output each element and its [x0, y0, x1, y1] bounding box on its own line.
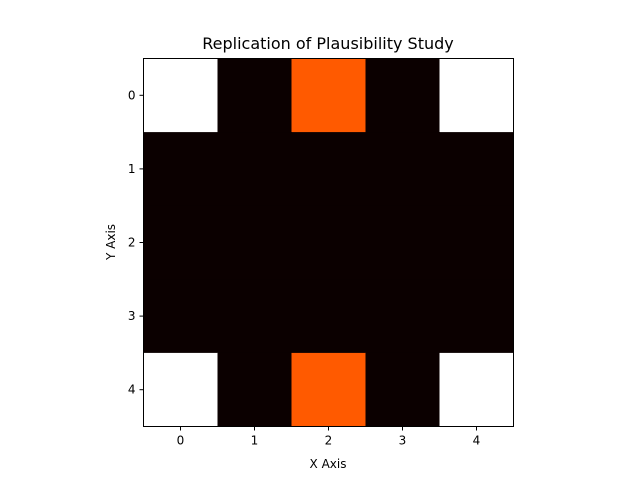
x-axis-label: X Axis — [310, 457, 347, 471]
heatmap-cell-r0-c1 — [217, 58, 292, 133]
x-axis-ticks: 0 1 2 3 4 — [177, 426, 481, 448]
heatmap-cell-r3-c1 — [217, 279, 292, 354]
heatmap-cell-r0-c3 — [365, 58, 440, 133]
chart-title: Replication of Plausibility Study — [202, 34, 453, 53]
heatmap-cell-r2-c4 — [439, 205, 514, 280]
x-tick-label: 4 — [473, 434, 481, 448]
heatmap-cell-r1-c3 — [365, 132, 440, 207]
heatmap-cell-r2-c3 — [365, 205, 440, 280]
heatmap-cell-r4-c0 — [143, 352, 218, 427]
y-tick-label: 3 — [128, 309, 136, 323]
heatmap-cell-r4-c3 — [365, 352, 440, 427]
heatmap-cell-r0-c0 — [143, 58, 218, 133]
heatmap-cells — [143, 58, 514, 427]
heatmap-cell-r0-c2 — [291, 58, 366, 133]
heatmap-cell-r3-c2 — [291, 279, 366, 354]
heatmap-cell-r1-c1 — [217, 132, 292, 207]
x-tick-label: 2 — [325, 434, 333, 448]
heatmap-cell-r4-c4 — [439, 352, 514, 427]
heatmap-cell-r3-c4 — [439, 279, 514, 354]
y-tick-label: 4 — [128, 383, 136, 397]
y-axis-ticks: 0 1 2 3 4 — [128, 88, 144, 397]
y-axis-label: Y Axis — [104, 224, 118, 261]
heatmap-cell-r1-c4 — [439, 132, 514, 207]
heatmap-cell-r2-c0 — [143, 205, 218, 280]
heatmap-cell-r3-c0 — [143, 279, 218, 354]
heatmap-cell-r2-c1 — [217, 205, 292, 280]
heatmap-cell-r1-c2 — [291, 132, 366, 207]
x-tick-label: 3 — [399, 434, 407, 448]
x-tick-label: 1 — [251, 434, 259, 448]
heatmap-cell-r4-c1 — [217, 352, 292, 427]
y-tick-label: 0 — [128, 88, 136, 102]
heatmap-cell-r4-c2 — [291, 352, 366, 427]
heatmap-cell-r3-c3 — [365, 279, 440, 354]
x-tick-label: 0 — [177, 434, 185, 448]
heatmap-cell-r0-c4 — [439, 58, 514, 133]
y-tick-label: 2 — [128, 236, 136, 250]
heatmap-cell-r1-c0 — [143, 132, 218, 207]
heatmap-cell-r2-c2 — [291, 205, 366, 280]
y-tick-label: 1 — [128, 162, 136, 176]
